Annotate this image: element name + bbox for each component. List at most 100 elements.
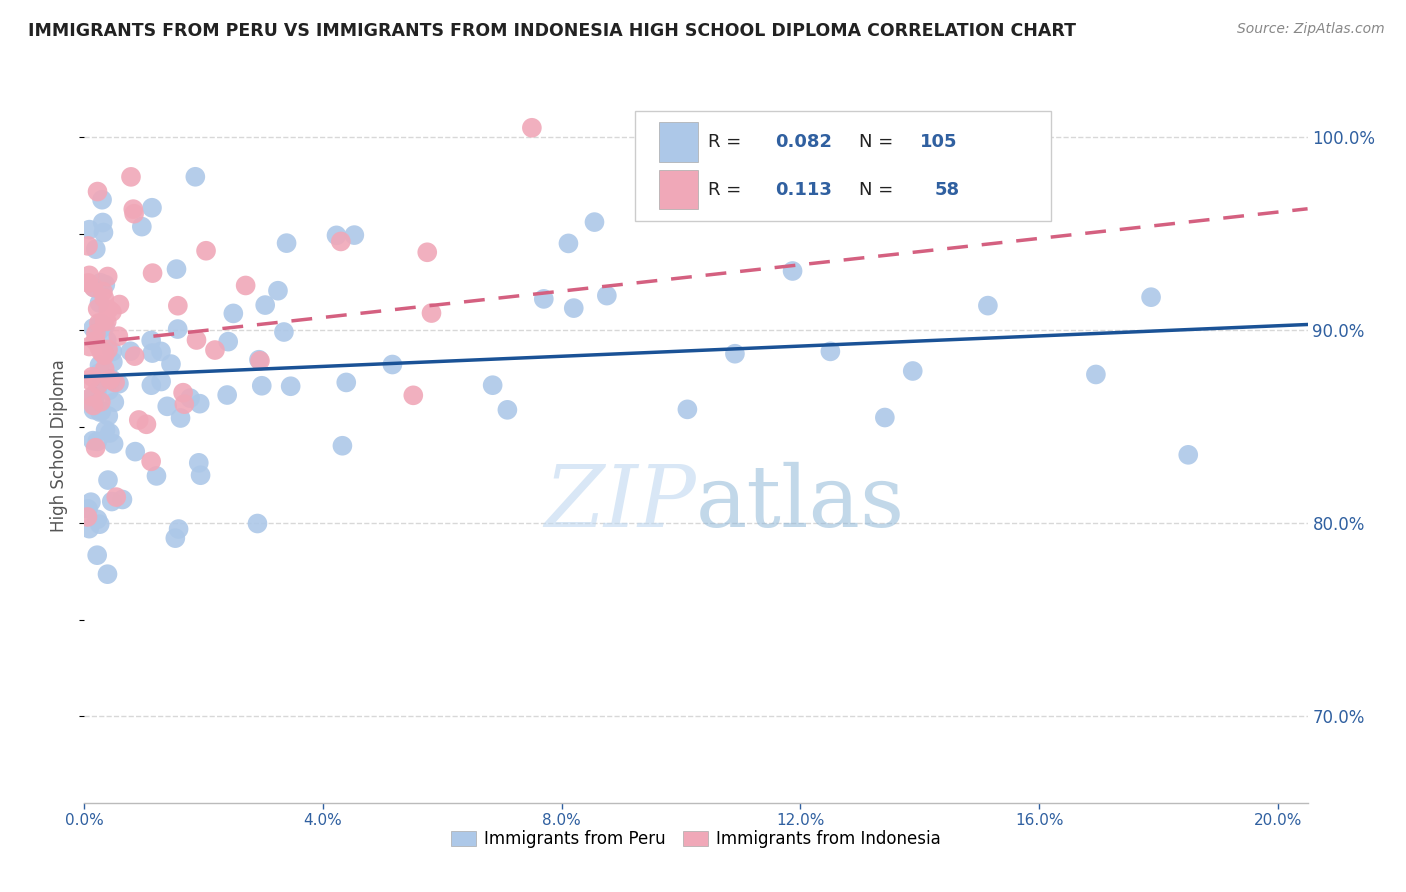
Point <box>276 236 298 251</box>
Point <box>596 288 619 302</box>
Point <box>93 348 115 362</box>
Point <box>94 423 117 437</box>
Point <box>977 299 1000 313</box>
Point <box>97 343 120 357</box>
Point <box>416 245 439 260</box>
Point <box>169 411 191 425</box>
Point <box>108 297 131 311</box>
Point <box>124 444 146 458</box>
Legend: Immigrants from Peru, Immigrants from Indonesia: Immigrants from Peru, Immigrants from In… <box>444 824 948 855</box>
Point <box>90 368 112 383</box>
Point <box>222 306 245 320</box>
Point <box>179 391 201 405</box>
Point <box>800 143 823 157</box>
Point <box>90 345 112 359</box>
Point <box>167 522 190 536</box>
Point <box>420 306 443 320</box>
Point <box>124 349 146 363</box>
Point <box>90 404 112 418</box>
Point <box>724 347 747 361</box>
Point <box>90 317 112 331</box>
Point <box>402 388 425 402</box>
Point <box>160 357 183 371</box>
Point <box>79 339 101 353</box>
Point <box>87 366 110 380</box>
Point <box>76 510 98 524</box>
Point <box>93 346 115 360</box>
Text: ZIP: ZIP <box>544 462 696 544</box>
Point <box>93 362 115 376</box>
Point <box>105 490 128 504</box>
Point <box>80 495 103 509</box>
Point <box>91 215 114 229</box>
FancyBboxPatch shape <box>659 122 699 161</box>
Point <box>83 398 105 412</box>
Point <box>97 302 120 317</box>
Point <box>82 321 104 335</box>
Point <box>89 358 111 372</box>
Point <box>166 299 188 313</box>
Point <box>86 185 108 199</box>
Text: atlas: atlas <box>696 461 905 545</box>
Point <box>141 378 163 392</box>
Point <box>82 399 104 413</box>
Point <box>135 417 157 432</box>
Point <box>141 334 163 348</box>
Point <box>142 266 165 280</box>
Text: 105: 105 <box>920 133 957 151</box>
Point <box>481 378 503 392</box>
Point <box>120 344 142 359</box>
FancyBboxPatch shape <box>659 170 699 210</box>
Point <box>782 264 804 278</box>
Point <box>89 322 111 336</box>
Point <box>94 277 117 292</box>
Point <box>77 392 100 406</box>
Point <box>1084 368 1107 382</box>
Text: 58: 58 <box>935 181 960 199</box>
Point <box>79 268 101 283</box>
Point <box>111 492 134 507</box>
Point <box>139 454 162 468</box>
Point <box>267 284 290 298</box>
Point <box>325 228 347 243</box>
Point <box>217 334 239 349</box>
Point <box>94 319 117 334</box>
Point <box>93 226 115 240</box>
Point <box>86 434 108 449</box>
Point <box>381 358 404 372</box>
Point <box>84 441 107 455</box>
FancyBboxPatch shape <box>636 111 1050 221</box>
Point <box>107 329 129 343</box>
Point <box>103 437 125 451</box>
Point <box>520 120 543 135</box>
Point <box>187 456 209 470</box>
Point <box>583 215 606 229</box>
Point <box>873 410 896 425</box>
Point <box>250 378 273 392</box>
Point <box>246 516 269 531</box>
Point <box>204 343 226 357</box>
Y-axis label: High School Diploma: High School Diploma <box>51 359 69 533</box>
Point <box>122 207 145 221</box>
Point <box>557 236 579 251</box>
Point <box>150 375 173 389</box>
Text: 0.113: 0.113 <box>776 181 832 199</box>
Point <box>77 502 100 516</box>
Text: N =: N = <box>859 133 898 151</box>
Point <box>1177 448 1199 462</box>
Point <box>96 567 118 582</box>
Point <box>122 202 145 216</box>
Point <box>166 322 188 336</box>
Point <box>79 222 101 236</box>
Point <box>329 235 352 249</box>
Point <box>172 385 194 400</box>
Point <box>101 355 124 369</box>
Point <box>86 548 108 562</box>
Point <box>82 434 104 448</box>
Point <box>254 298 277 312</box>
Point <box>101 344 124 359</box>
Text: R =: R = <box>709 181 747 199</box>
Point <box>77 239 100 253</box>
Point <box>84 326 107 341</box>
Point <box>496 402 519 417</box>
